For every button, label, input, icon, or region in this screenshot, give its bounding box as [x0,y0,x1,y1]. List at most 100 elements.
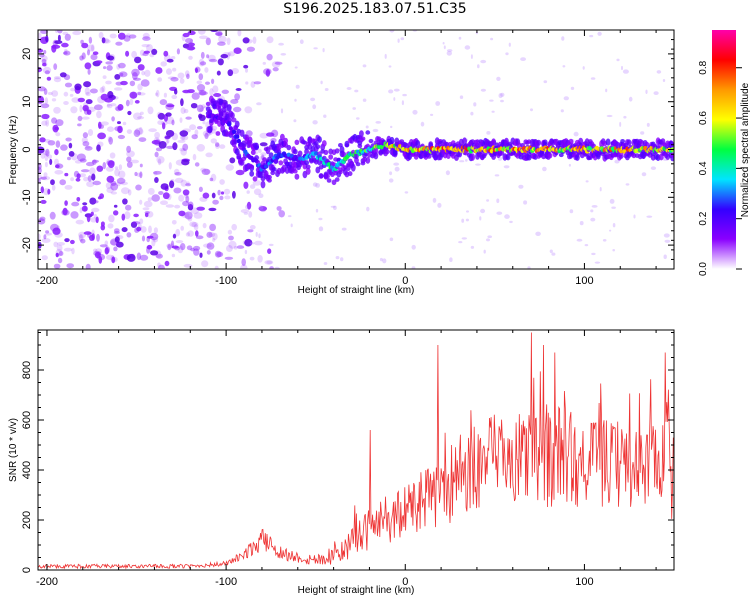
heatmap-cell [57,257,63,264]
heatmap-cell [137,64,145,71]
heatmap-cell [496,211,503,215]
heatmap-cell [110,191,118,195]
heatmap-cell [79,158,87,163]
heatmap-cell [80,39,84,45]
heatmap-cell [121,213,126,221]
heatmap-cell [260,180,266,189]
heatmap-cell [41,238,51,243]
heatmap-cell [96,253,106,261]
heatmap-cell [179,147,186,152]
heatmap-cell [54,170,64,175]
heatmap-cell [653,91,659,95]
heatmap-cell [98,31,104,39]
heatmap-cell [466,210,469,213]
heatmap-cell [172,233,177,239]
heatmap-cell [93,248,98,253]
heatmap-cell [230,112,235,119]
heatmap-cell [258,233,261,239]
heatmap-cell [83,176,89,182]
heatmap-cell [161,184,168,191]
heatmap-cell [162,192,170,200]
heatmap-cell [625,183,630,186]
heatmap-cell [89,167,96,176]
heatmap-cell [258,205,264,211]
heatmap-cell [215,131,221,136]
heatmap-cell [575,154,580,161]
heatmap-cell [340,257,344,262]
heatmap-cell [125,33,131,38]
heatmap-cell [44,97,49,105]
heatmap-cell [243,181,249,189]
heatmap-cell [459,160,465,163]
heatmap-cell [138,137,147,143]
heatmap-cell [390,125,393,129]
heatmap-cell [231,129,237,134]
heatmap-cell [177,245,184,254]
heatmap-cell [591,205,598,208]
heatmap-cell [562,65,566,68]
heatmap-cell [278,160,284,166]
heatmap-cell [202,120,206,125]
heatmap-cell [38,178,41,184]
heatmap-cell [199,61,207,66]
spectrogram-x-ticks: -200 -100 0 100 [36,30,657,287]
heatmap-cell [597,31,602,36]
heatmap-cell [141,70,146,76]
heatmap-cell [490,37,494,41]
heatmap-cell [83,231,92,235]
heatmap-cell [96,165,104,172]
heatmap-cell [437,202,442,208]
heatmap-cell [231,117,237,123]
heatmap-cell [187,204,194,211]
heatmap-cell [137,91,142,96]
heatmap-cell [411,244,416,250]
heatmap-cell [97,95,106,104]
heatmap-cell [426,154,432,159]
heatmap-cell [107,136,112,143]
heatmap-cell [621,65,623,71]
heatmap-cell [626,139,632,146]
heatmap-cell [192,153,197,161]
heatmap-cell [591,252,596,256]
heatmap-cell [134,171,138,177]
heatmap-cell [264,260,274,265]
heatmap-cell [52,227,61,235]
heatmap-cell [579,221,584,226]
heatmap-cell [143,50,150,54]
heatmap-cell [656,70,662,74]
heatmap-cell [115,241,124,248]
heatmap-cell [52,124,56,132]
heatmap-cell [465,218,469,222]
heatmap-cell [198,58,205,67]
heatmap-cell [79,55,84,61]
heatmap-cell [368,138,374,144]
heatmap-cell [59,179,66,186]
heatmap-cell [365,157,371,164]
heatmap-cell [54,40,63,44]
heatmap-cell [116,63,121,70]
heatmap-cell [40,103,50,109]
heatmap-cell [76,197,81,202]
heatmap-cell [240,264,248,269]
heatmap-cell [233,245,238,250]
heatmap-cell [144,69,151,77]
heatmap-cell [645,89,648,95]
heatmap-cell [65,137,72,142]
heatmap-cell [530,108,533,112]
heatmap-cell [118,164,123,171]
heatmap-cell [228,235,234,241]
heatmap-cell [106,175,115,183]
heatmap-cell [91,173,96,181]
heatmap-cell [83,108,90,115]
heatmap-cell [57,34,61,42]
heatmap-cell [64,48,68,53]
heatmap-cell [223,188,231,195]
heatmap-cell [321,140,327,147]
heatmap-cell [53,263,61,269]
heatmap-cell [134,227,140,233]
heatmap-cell [228,240,237,249]
heatmap-cell [334,148,340,154]
heatmap-cell [446,50,452,56]
heatmap-cell [45,119,50,127]
heatmap-cell [304,160,309,166]
